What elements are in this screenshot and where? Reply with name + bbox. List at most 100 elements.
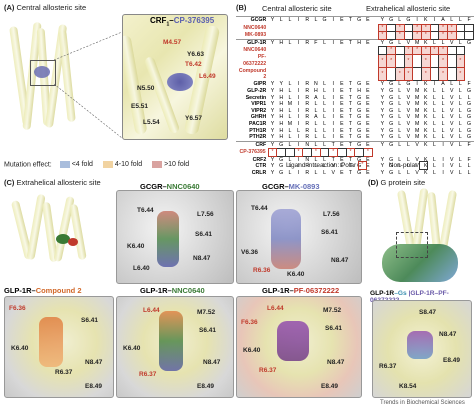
alignment-cell: I: [332, 134, 334, 141]
alignment-cell: Y: [270, 87, 275, 94]
legend-swatch-mid: [102, 161, 113, 168]
alignment-cell: [329, 54, 338, 67]
alignment-row: NNC0640 * * * * * *: [236, 23, 474, 33]
alignment-cell: A: [441, 17, 445, 23]
alignment-cell: [337, 148, 347, 157]
alignment-cell: L: [279, 17, 283, 24]
cp376395-label: CP-376395: [173, 16, 215, 25]
alignment-cell: L: [297, 127, 301, 134]
alignment-cell: G: [357, 141, 362, 148]
alignment-cell: K: [424, 107, 428, 114]
alignment-cell: R: [305, 17, 310, 24]
alignment-cell: [268, 24, 277, 32]
crf1-dash: –: [169, 16, 174, 25]
alignment-cell: [403, 23, 414, 33]
glp1r-compound2-ligand-name: Compound 2: [35, 286, 82, 295]
alignment-cell: I: [297, 87, 300, 94]
alignment-cell: K: [424, 127, 428, 134]
alignment-cell: K: [424, 170, 428, 177]
alignment-cell: [364, 24, 373, 32]
footer-source: Trends in Biochemical Sciences: [380, 400, 465, 406]
alignment-row-name: GLP-1R: [247, 40, 267, 47]
alignment-cell: *: [455, 67, 466, 82]
alignment-cell: T: [348, 17, 353, 24]
alignment-cell: N: [305, 156, 310, 163]
alignment-cell: L: [288, 40, 292, 47]
alignment-cell: [268, 54, 277, 67]
alignment-cell: L: [441, 134, 445, 141]
alignment-cell: N: [305, 141, 310, 148]
alignment-cell: G: [467, 134, 472, 141]
alignment-cell: Y: [380, 134, 385, 141]
alignment-cell: E: [340, 81, 344, 88]
alignment-cell: [338, 24, 347, 32]
alignment-cell: [338, 68, 347, 81]
nonpolar-marker-icon: [419, 161, 429, 170]
alignment-cell: T: [348, 170, 353, 177]
alignment-row: CP-376395 * * * * * *: [236, 148, 474, 157]
residue-label-n550: N5.50: [137, 85, 155, 92]
alignment-cell: F: [467, 156, 471, 163]
alignment-row-name: CRLR: [251, 170, 267, 177]
alignment-row-name: PAC1R: [249, 120, 267, 127]
alignment-cell: L: [314, 141, 318, 148]
alignment-cell: G: [357, 156, 362, 163]
alignment-cell: V: [406, 107, 411, 114]
alignment-cell: V: [406, 127, 411, 134]
legend-interaction-label: Ligand intreaction:: [286, 162, 340, 170]
alignment-cell: [364, 32, 373, 40]
alignment-cell: L: [398, 81, 402, 88]
alignment-cell: [394, 53, 405, 69]
alignment-cell: Y: [380, 120, 385, 127]
res-gcgr-a-5: L6.40: [133, 265, 150, 272]
alignment-cell: *: [345, 148, 356, 157]
legend-nonpolar-label: Non-polar: [388, 162, 418, 170]
alignment-cell: L: [314, 17, 318, 24]
alignment-cell: *: [394, 23, 405, 33]
alignment-cell: V: [449, 156, 454, 163]
alignment-cell: E: [366, 127, 370, 134]
cp376395-zoom-ligand: [167, 73, 193, 91]
alignment-cell: [277, 32, 286, 40]
alignment-cell: L: [398, 134, 402, 141]
alignment-cell: L: [432, 114, 436, 121]
alignment-row-name: VIPR2: [251, 107, 267, 114]
alignment-cell: L: [323, 170, 327, 177]
alignment-cell: I: [332, 127, 334, 134]
alignment-cell: *: [394, 31, 405, 40]
alignment-cell: I: [332, 81, 334, 88]
res-gcgr-a-1: L7.56: [197, 211, 214, 218]
alignment-cell: K: [424, 134, 428, 141]
res-glp-b-4: R6.37: [139, 371, 157, 378]
res-gcgr-b-0: T6.44: [251, 205, 268, 212]
alignment-cell: L: [398, 170, 402, 177]
alignment-cell: H: [279, 101, 284, 108]
glp1r-pf-dash: –: [289, 286, 294, 295]
alignment-cell: [355, 32, 364, 40]
crf1-subscript: 1: [166, 21, 170, 28]
alignment-cell: K: [424, 141, 428, 148]
alignment-cell: [303, 47, 312, 55]
panel-c-title: (C) Extrahelical allosteric site: [4, 178, 101, 187]
alignment-cell: V: [449, 134, 454, 141]
alignment-cell: I: [297, 81, 300, 88]
alignment-cell: E: [340, 170, 344, 177]
alignment-cell: G: [389, 141, 394, 148]
alignment-cell: [277, 68, 286, 81]
alignment-row-name: GLP-2R: [247, 87, 267, 94]
alignment-cell: L: [288, 163, 292, 170]
alignment-cell: L: [432, 94, 436, 101]
alignment-cell: [277, 24, 286, 32]
gcgr-nnc0640-dash: –: [162, 182, 167, 191]
alignment-cell: L: [432, 170, 436, 177]
legend-swatch-low: [59, 161, 70, 168]
alignment-cell: L: [441, 127, 445, 134]
alignment-cell: G: [389, 156, 394, 163]
alignment-cell: K: [424, 39, 428, 46]
res-glp-c-1: M7.52: [323, 307, 342, 314]
alignment-cell: L: [450, 17, 454, 23]
alignment-cell: V: [449, 39, 454, 46]
alignment-cell: E: [340, 107, 344, 114]
alignment-cell: G: [389, 107, 394, 114]
alignment-cell: T: [348, 120, 353, 127]
